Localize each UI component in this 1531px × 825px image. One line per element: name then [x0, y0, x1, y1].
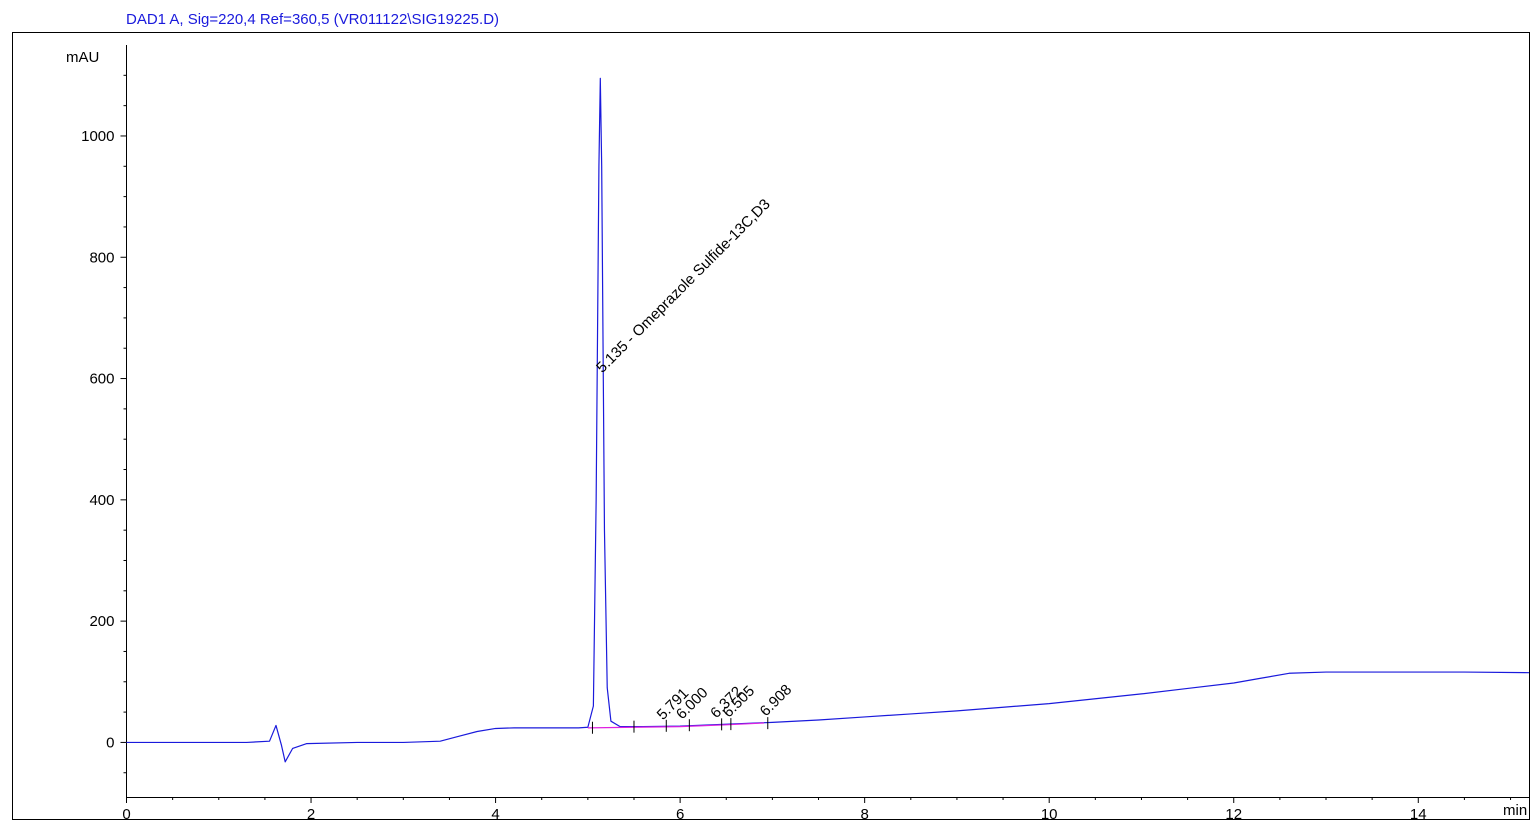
x-tick-label: 6: [676, 806, 684, 823]
integration-baseline: [587, 722, 764, 729]
signal-trace: [126, 77, 1530, 763]
chart-title: DAD1 A, Sig=220,4 Ref=360,5 (VR011122\SI…: [126, 11, 500, 28]
y-tick-label: 0: [106, 734, 114, 751]
x-tick-label: 12: [1225, 806, 1242, 823]
peak-label: 6.908: [757, 681, 796, 720]
x-tick-label: 10: [1041, 806, 1058, 823]
x-ticks-group: 0 2 4 6 8 10 12 14: [122, 797, 1512, 823]
y-tick-label: 400: [89, 492, 114, 509]
y-tick-label: 200: [89, 613, 114, 630]
x-tick-label: 8: [860, 806, 868, 823]
y-ticks-group: 0 200 400 600 800 1000: [81, 74, 127, 774]
y-tick-label: 800: [89, 249, 114, 266]
outer-frame: [12, 32, 1530, 820]
x-axis-label: min: [1503, 802, 1527, 819]
peak-labels-layer: 5.135 - Omeprazole Sulfide-13C,D35.7916.…: [593, 196, 795, 724]
y-tick-label: 600: [89, 371, 114, 388]
y-tick-label: 1000: [81, 128, 114, 145]
x-tick-label: 4: [491, 806, 499, 823]
y-axis-label: mAU: [66, 49, 99, 66]
x-tick-label: 2: [307, 806, 315, 823]
x-tick-label: 0: [122, 806, 130, 823]
baseline-marks-layer: [591, 717, 769, 734]
main-peak-label: 5.135 - Omeprazole Sulfide-13C,D3: [593, 196, 774, 377]
series-layer: [126, 77, 1530, 763]
x-tick-label: 14: [1410, 806, 1427, 823]
